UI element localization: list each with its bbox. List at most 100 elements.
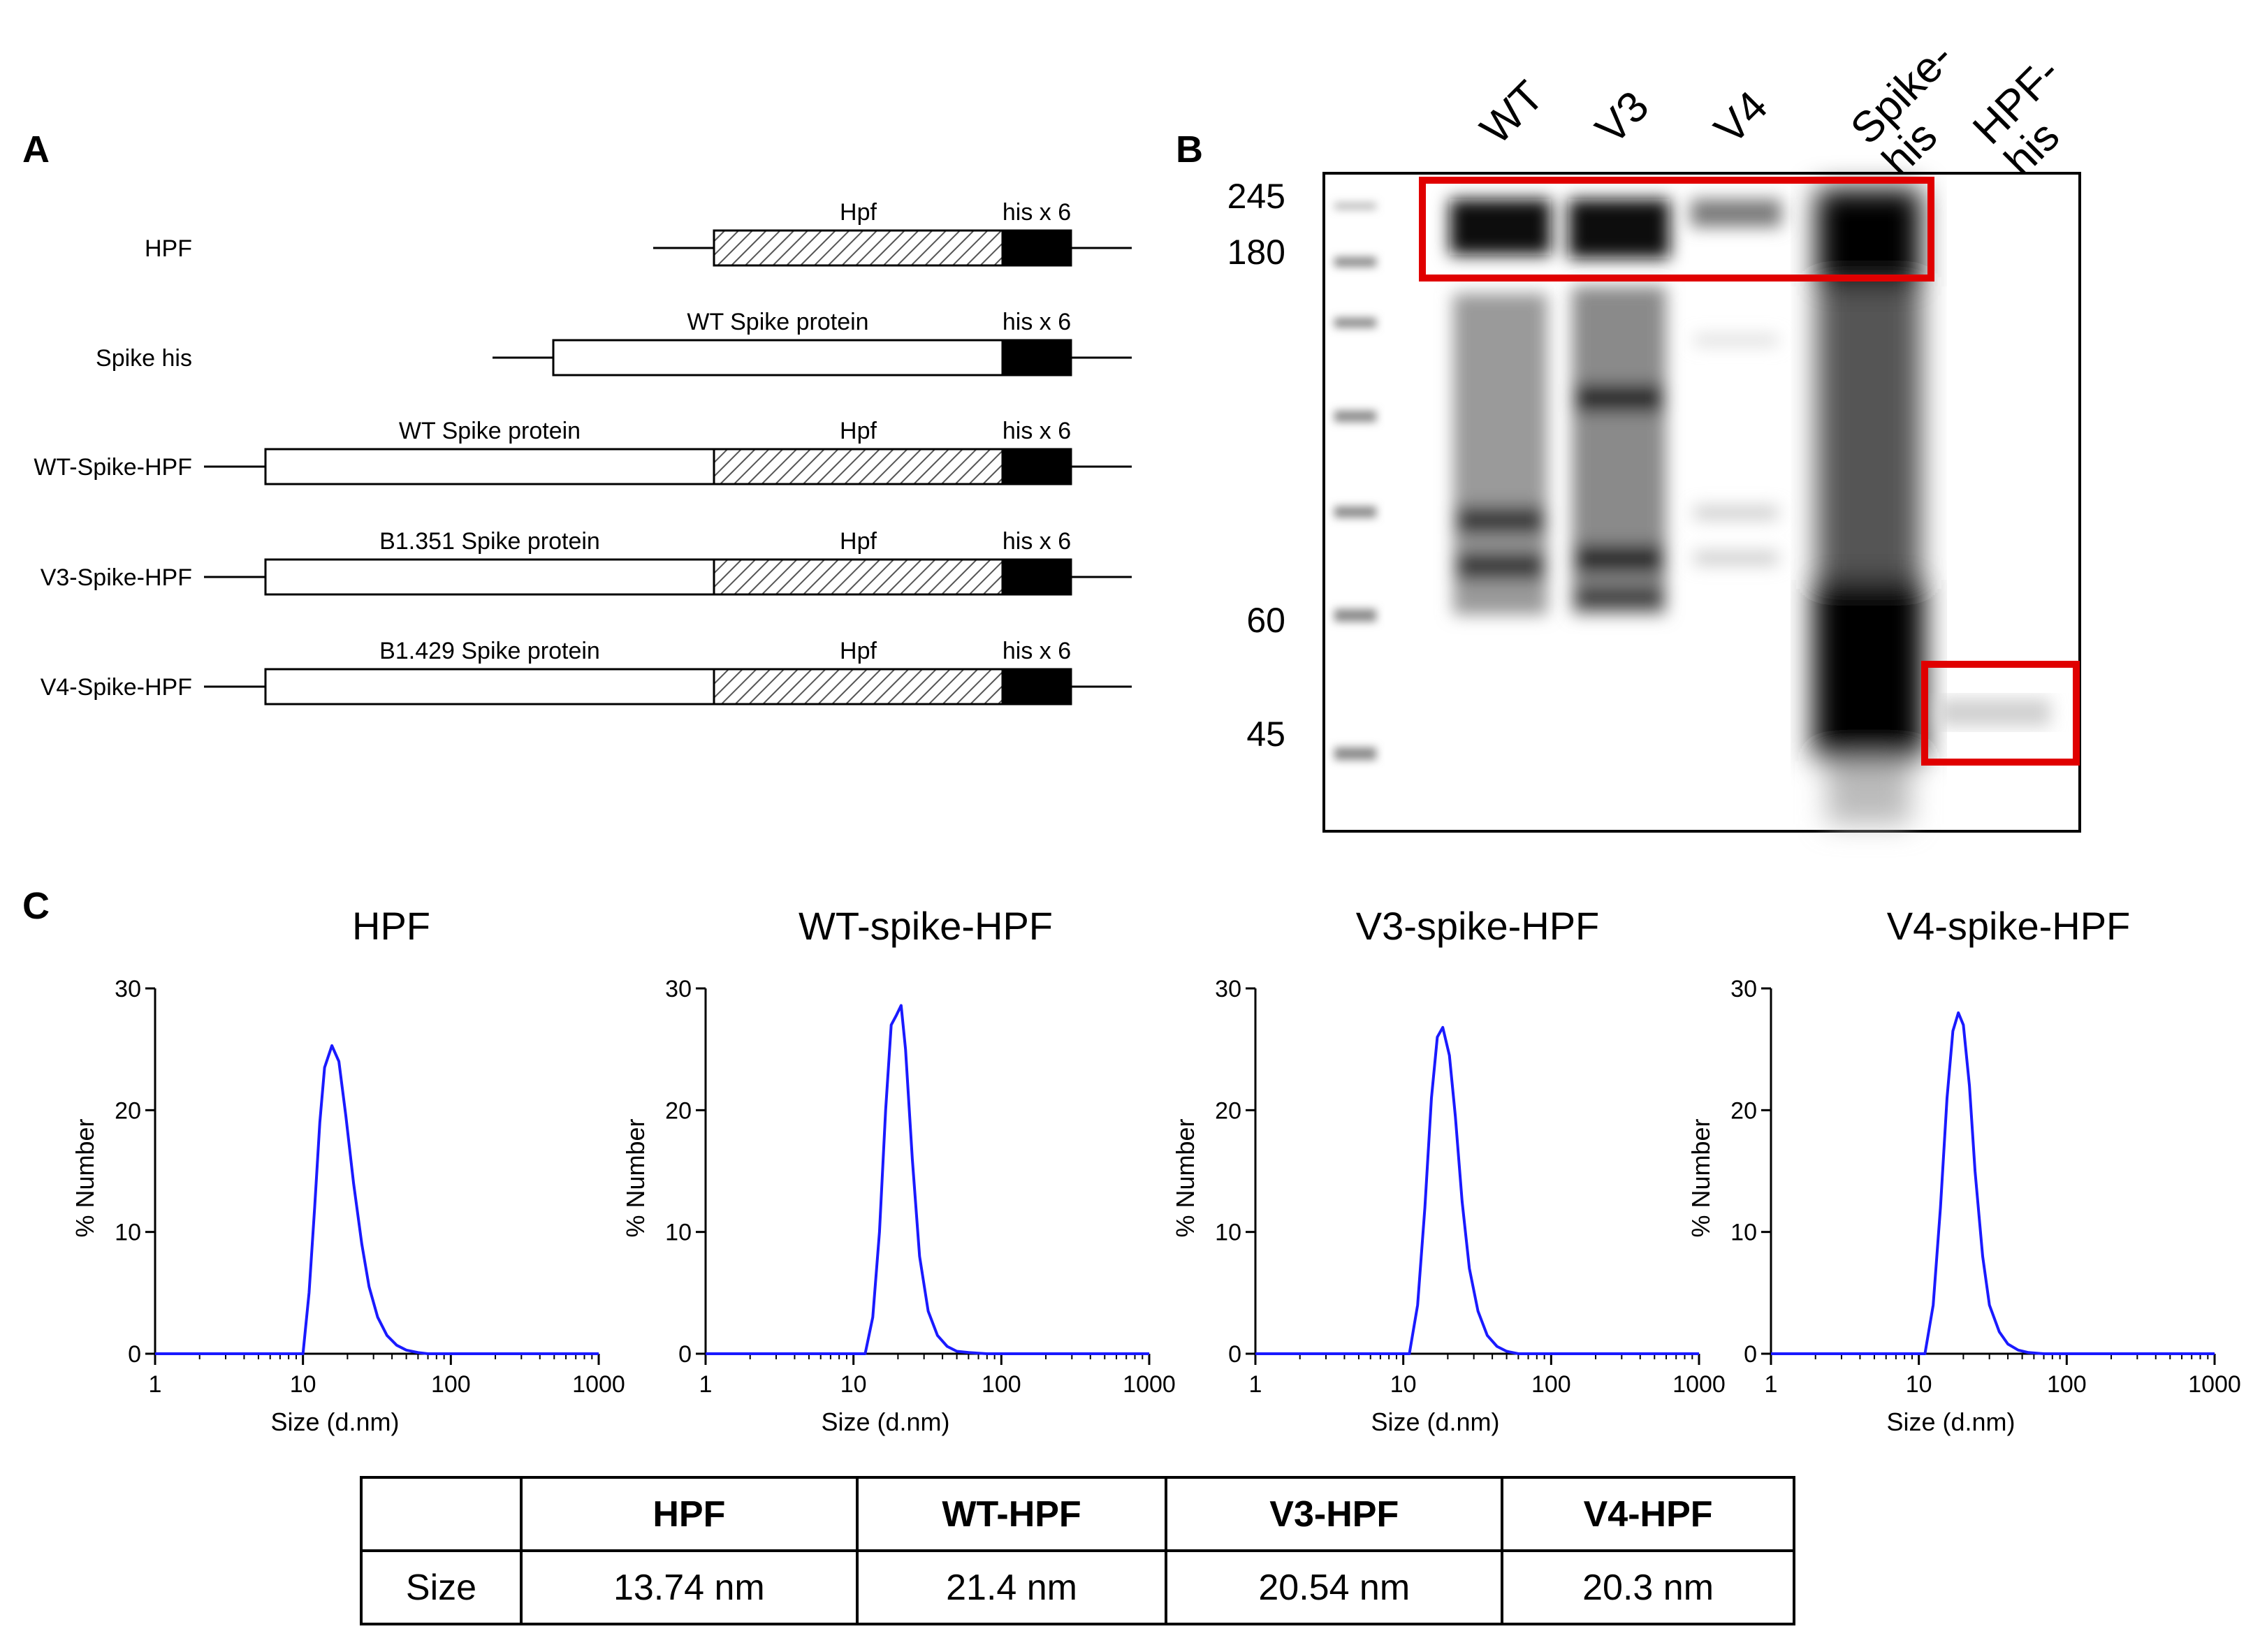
segment-label: B1.429 Spike protein xyxy=(379,638,600,664)
segment-label: Hpf xyxy=(840,418,877,444)
segment-label: his x 6 xyxy=(1003,309,1071,335)
size-table-row: Size 13.74 nm 21.4 nm 20.54 nm 20.3 nm xyxy=(360,1549,1795,1625)
segment-label: his x 6 xyxy=(1003,418,1071,444)
y-tick-label: 30 xyxy=(115,976,141,1002)
construct-v3-spike-hpf: V3-Spike-HPF B1.351 Spike protein Hpf his x… xyxy=(41,528,1132,596)
y-tick-label: 0 xyxy=(678,1341,692,1368)
x-tick-label: 100 xyxy=(431,1371,471,1398)
dls-plot-4: V4-spike-HPF 0 10 20 30 1 10 100 1000 Size (d.nm)… xyxy=(1686,904,2241,1436)
y-axis-title: % Number xyxy=(621,1118,650,1237)
dls-plot-2: WT-spike-HPF 0 10 20 30 1 10 100 1000 Size (d.nm)… xyxy=(621,904,1176,1436)
plot-title: HPF xyxy=(352,904,430,948)
segment-label: his x 6 xyxy=(1003,638,1071,664)
highlight-box-full-length xyxy=(1419,177,1934,282)
lane-label: WT xyxy=(1471,72,1553,154)
segment-black xyxy=(1001,558,1072,596)
lane-label: HPF-his xyxy=(1964,48,2101,185)
panel-b-label: B xyxy=(1176,129,1203,170)
construct-v4-spike-hpf: V4-Spike-HPF B1.429 Spike protein Hpf his x… xyxy=(41,638,1132,706)
segment-black xyxy=(1001,339,1072,377)
y-tick-label: 30 xyxy=(1215,976,1241,1002)
segment-black xyxy=(1001,229,1072,267)
x-tick-label: 1 xyxy=(699,1371,713,1398)
segment-white xyxy=(264,558,715,596)
y-tick-label: 10 xyxy=(115,1220,141,1246)
blot-lane-labels: WT V3 V4 Spike-his HPF-his xyxy=(1471,33,2101,185)
x-tick-label: 1 xyxy=(1765,1371,1778,1398)
construct-diagrams: HPF Hpf his x 6 Spike his WT Spike protein hi… xyxy=(34,199,1132,706)
y-tick-label: 20 xyxy=(1215,1097,1241,1124)
lane-label-line: V4 xyxy=(1705,82,1777,153)
dls-plot-3: V3-spike-HPF 0 10 20 30 1 10 100 1000 Size (d.nm)… xyxy=(1171,904,1726,1436)
plot-title: V4-spike-HPF xyxy=(1887,904,2131,948)
western-blot xyxy=(1322,172,2081,833)
y-axis-title: % Number xyxy=(71,1118,99,1237)
x-tick-label: 1000 xyxy=(572,1371,625,1398)
lane-label: V4 xyxy=(1705,82,1777,153)
segment-hatch xyxy=(713,558,1004,596)
x-axis-title: Size (d.nm) xyxy=(821,1408,949,1436)
plot-title: V3-spike-HPF xyxy=(1356,904,1600,948)
dls-series-line xyxy=(706,1004,1149,1355)
segment-hatch xyxy=(713,448,1004,485)
construct-hpf: HPF Hpf his x 6 xyxy=(145,199,1132,267)
blot-marker-labels: 245 180 60 45 xyxy=(1227,177,1285,754)
lane-wt-bands xyxy=(1450,199,1551,615)
construct-name: Spike his xyxy=(96,345,192,372)
segment-hatch xyxy=(713,668,1004,706)
x-tick-label: 100 xyxy=(1531,1371,1571,1398)
y-tick-label: 10 xyxy=(1215,1220,1241,1246)
construct-name: WT-Spike-HPF xyxy=(34,454,192,481)
segment-label: his x 6 xyxy=(1003,528,1071,555)
marker-label: 180 xyxy=(1227,233,1285,272)
lane-label: Spike-his xyxy=(1842,33,1994,185)
dls-series-line xyxy=(1771,1011,2215,1355)
segment-label: his x 6 xyxy=(1003,199,1071,226)
ladder-lane xyxy=(1334,203,1376,760)
panel-a-label: A xyxy=(22,129,50,170)
highlight-box-hpf-his xyxy=(1921,661,2080,766)
x-tick-label: 10 xyxy=(1390,1371,1417,1398)
dls-series-line xyxy=(155,1044,599,1355)
lane-spike-his-bands xyxy=(1813,189,1925,824)
size-table-header-hpf: HPF xyxy=(519,1476,859,1552)
size-table-corner xyxy=(360,1476,523,1552)
lane-hpf-his-bands xyxy=(1939,699,2050,726)
x-axis-title: Size (d.nm) xyxy=(270,1408,399,1436)
size-table: HPF WT-HPF V3-HPF V4-HPF Size 13.74 nm 2… xyxy=(360,1476,1795,1625)
x-tick-label: 1 xyxy=(149,1371,162,1398)
y-tick-label: 0 xyxy=(128,1341,141,1368)
dls-series-line xyxy=(1255,1025,1699,1355)
segment-label: Hpf xyxy=(840,528,877,555)
segment-label: WT Spike protein xyxy=(399,418,581,444)
size-table-cell-v3-hpf: 20.54 nm xyxy=(1165,1549,1504,1625)
lane-label-line: WT xyxy=(1471,72,1553,154)
construct-name: HPF xyxy=(145,235,192,262)
lane-label-line: V3 xyxy=(1587,82,1658,153)
blot-frame xyxy=(1322,172,2081,833)
y-tick-label: 0 xyxy=(1228,1341,1241,1368)
x-tick-label: 100 xyxy=(2047,1371,2087,1398)
lane-v4-bands xyxy=(1691,199,1781,564)
x-axis-title: Size (d.nm) xyxy=(1886,1408,2015,1436)
segment-hatch xyxy=(713,229,1004,267)
y-axis-title: % Number xyxy=(1171,1118,1200,1237)
size-table-header-row: HPF WT-HPF V3-HPF V4-HPF xyxy=(360,1476,1795,1552)
x-tick-label: 10 xyxy=(840,1371,867,1398)
segment-label: Hpf xyxy=(840,638,877,664)
x-tick-label: 10 xyxy=(290,1371,316,1398)
dls-plot-1: HPF 0 10 20 30 1 10 100 1000 Size (d.nm) % Number xyxy=(71,904,625,1436)
size-table-cell-v4-hpf: 20.3 nm xyxy=(1501,1549,1795,1625)
plot-title: WT-spike-HPF xyxy=(799,904,1053,948)
x-axis-title: Size (d.nm) xyxy=(1371,1408,1499,1436)
segment-label: B1.351 Spike protein xyxy=(379,528,600,555)
y-tick-label: 30 xyxy=(665,976,692,1002)
segment-white xyxy=(264,448,715,485)
x-tick-label: 10 xyxy=(1906,1371,1932,1398)
x-tick-label: 1 xyxy=(1249,1371,1262,1398)
size-table-header-v4-hpf: V4-HPF xyxy=(1501,1476,1795,1552)
panel-c-label: C xyxy=(22,885,50,927)
y-axis-title: % Number xyxy=(1686,1118,1715,1237)
segment-label: WT Spike protein xyxy=(687,309,868,335)
